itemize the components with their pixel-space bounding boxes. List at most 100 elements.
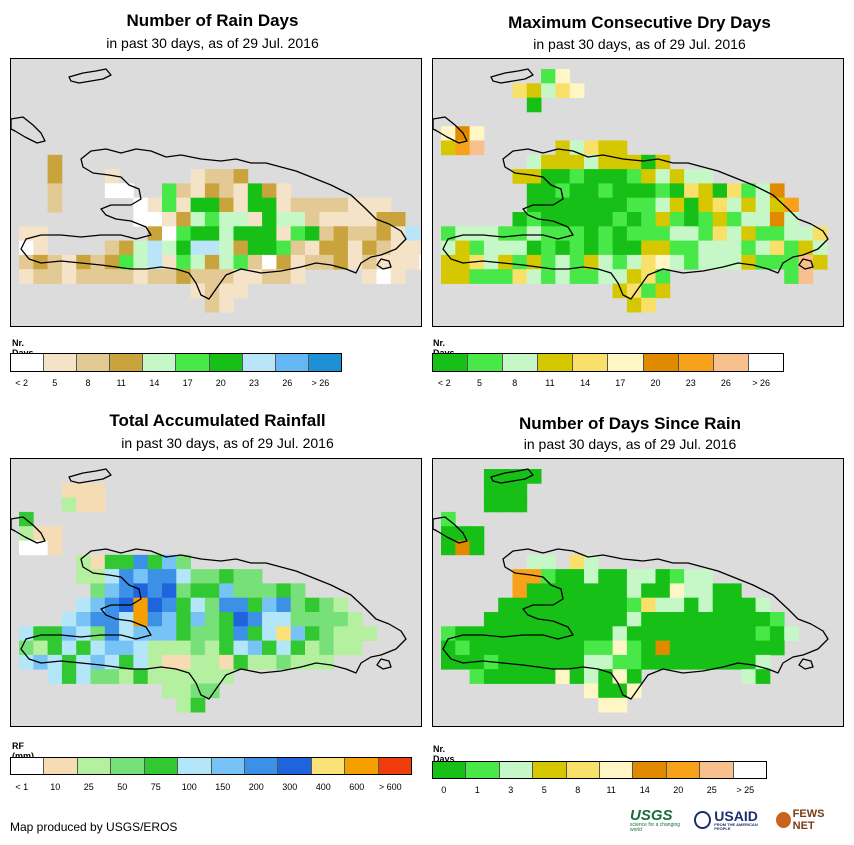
grid-cell	[569, 183, 585, 199]
grid-cell	[162, 226, 177, 241]
grid-cell	[133, 583, 149, 599]
grid-cell	[76, 269, 91, 284]
grid-cell	[90, 654, 106, 670]
grid-cell	[390, 240, 406, 256]
grid-cell	[90, 669, 106, 684]
grid-cell	[90, 612, 106, 627]
map-total-rainfall	[10, 458, 422, 727]
grid-cell	[641, 283, 656, 299]
grid-cell	[47, 169, 63, 184]
grid-cell	[512, 269, 528, 284]
grid-cell	[133, 554, 149, 570]
legend-bar	[432, 761, 767, 779]
legend-label: 300	[282, 782, 298, 792]
grid-cell	[698, 569, 714, 584]
grid-cell	[362, 197, 377, 213]
grid-cell	[755, 669, 771, 684]
grid-cell	[247, 654, 263, 670]
grid-cell	[541, 240, 556, 256]
grid-cell	[233, 254, 249, 270]
usgs-tagline: science for a changing world	[630, 821, 681, 833]
grid-cell	[347, 197, 363, 213]
grid-cell	[162, 254, 177, 270]
grid-cell	[190, 197, 206, 213]
grid-cell	[798, 226, 814, 241]
grid-cell	[455, 640, 470, 656]
grid-cell	[598, 683, 613, 699]
grid-cell	[698, 183, 714, 199]
grid-cell	[247, 612, 263, 627]
grid-cell	[233, 583, 249, 599]
legend-label: 5	[541, 785, 547, 795]
grid-cell	[33, 626, 48, 641]
grid-cell	[641, 154, 656, 170]
grid-cell	[247, 640, 263, 656]
legend-swatch	[11, 354, 45, 371]
grid-cell	[162, 240, 177, 256]
grid-cell	[247, 197, 263, 213]
grid-cell	[90, 269, 106, 284]
legend-swatch	[44, 354, 78, 371]
grid-cell	[61, 269, 77, 284]
grid-cell	[176, 569, 191, 584]
grid-cell	[498, 269, 513, 284]
grid-cell	[362, 269, 377, 284]
legend-swatch	[633, 762, 667, 778]
legend-label: > 26	[752, 378, 770, 388]
legend-swatch	[77, 758, 112, 774]
map-canvas	[433, 468, 829, 713]
grid-cell	[104, 169, 120, 184]
grid-cell	[483, 612, 499, 627]
grid-cell	[498, 240, 513, 256]
grid-cell	[641, 583, 656, 599]
grid-cell	[176, 226, 191, 241]
grid-cell	[526, 640, 542, 656]
grid-cell	[219, 254, 234, 270]
grid-cell	[333, 597, 349, 613]
grid-cell	[176, 697, 191, 713]
grid-cell	[655, 597, 671, 613]
grid-cell	[262, 254, 277, 270]
grid-cell	[441, 269, 456, 284]
grid-cell	[626, 183, 642, 199]
grid-cell	[727, 212, 742, 227]
grid-cell	[333, 226, 349, 241]
grid-cell	[684, 169, 699, 184]
legend-swatch	[242, 354, 276, 371]
grid-cell	[612, 283, 628, 299]
legend-swatch	[573, 354, 609, 371]
grid-cell	[669, 240, 685, 256]
grid-cell	[319, 626, 334, 641]
legend-label: 10	[50, 782, 61, 792]
grid-cell	[569, 583, 585, 599]
grid-cell	[190, 269, 206, 284]
grid-cell	[104, 269, 120, 284]
grid-cell	[555, 254, 571, 270]
legend-label: 11	[116, 378, 126, 388]
grid-cell	[262, 640, 277, 656]
grid-cell	[441, 540, 456, 556]
grid-cell	[219, 297, 234, 313]
grid-cell	[598, 169, 613, 184]
grid-cell	[812, 240, 828, 256]
grid-cell	[784, 197, 799, 213]
grid-cell	[655, 569, 671, 584]
agency-logos: USGS science for a changing world USAID …	[630, 806, 845, 834]
grid-cell	[319, 654, 334, 670]
grid-cell	[390, 254, 406, 270]
grid-cell	[727, 183, 742, 199]
legend-bar	[10, 353, 342, 372]
grid-cell	[176, 654, 191, 670]
grid-cell	[204, 597, 220, 613]
coastline	[433, 116, 468, 144]
grid-cell	[483, 269, 499, 284]
legend-swatch	[308, 354, 341, 371]
grid-cell	[626, 254, 642, 270]
grid-cell	[276, 612, 292, 627]
legend-label: 25	[83, 782, 94, 792]
grid-cell	[204, 297, 220, 313]
grid-cell	[290, 197, 306, 213]
legend-swatch	[176, 354, 210, 371]
usaid-logo-text: USAID	[714, 808, 758, 824]
grid-cell	[684, 583, 699, 599]
